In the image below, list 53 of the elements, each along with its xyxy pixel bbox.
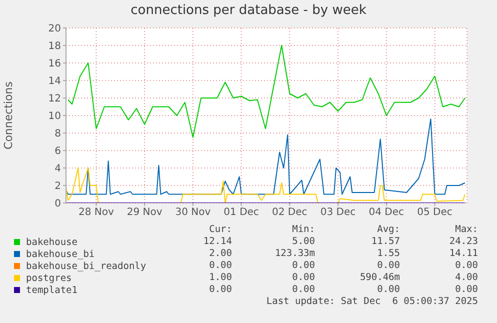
text: Max:: [455, 224, 478, 235]
y-tick-label: 14: [48, 76, 61, 88]
y-tick-label: 8: [54, 128, 61, 140]
chart-title: connections per database - by week: [130, 3, 368, 18]
text: 0.00: [455, 284, 478, 295]
y-tick-label: 16: [48, 58, 61, 70]
legend-label: template1: [26, 284, 78, 296]
x-tick-label: 28 Nov: [78, 207, 114, 218]
text: Last update: Sat Dec 6 05:00:37 2025: [266, 296, 478, 307]
text: 1.00: [209, 272, 232, 283]
text: 2.00: [209, 248, 232, 259]
line-series: [68, 45, 466, 138]
text: 14.11: [449, 248, 478, 259]
text: 0.00: [292, 260, 315, 271]
x-tick-label: 30 Nov: [175, 207, 211, 218]
y-axis-title: Connections: [2, 81, 15, 150]
text: Min:: [292, 224, 315, 235]
x-tick-label: 05 Dec: [417, 207, 452, 218]
y-tick-label: 12: [48, 94, 61, 105]
legend-label: bakehouse_bi_readonly: [26, 260, 146, 272]
text: 11.57: [371, 236, 400, 247]
text: 4.00: [455, 272, 478, 283]
text: Cur:: [209, 224, 232, 235]
y-tick-label: 10: [48, 111, 61, 122]
text: 1.55: [377, 248, 400, 259]
text: 0.00: [377, 260, 400, 271]
text: 0.00: [209, 260, 232, 271]
y-tick-label: 6: [54, 146, 61, 158]
x-tick-label: 02 Dec: [272, 207, 308, 218]
text: 12.14: [203, 236, 232, 247]
text: Avg:: [377, 224, 400, 235]
y-tick-label: 4: [54, 164, 61, 175]
text: 24.23: [449, 236, 478, 247]
x-tick-label: 01 Dec: [224, 207, 259, 218]
text: 0.00: [292, 284, 315, 295]
legend-label: postgres: [26, 272, 72, 284]
x-tick-label: 04 Dec: [368, 207, 404, 218]
text: 5.00: [292, 236, 315, 247]
legend-label: bakehouse_bi: [26, 248, 95, 260]
text: 0.00: [209, 284, 232, 295]
x-tick-label: 03 Dec: [320, 207, 356, 218]
text: 0.00: [377, 284, 400, 295]
line-series: [66, 118, 466, 195]
y-tick-label: 20: [48, 24, 61, 35]
y-tick-label: 0: [54, 198, 61, 210]
text: 0.00: [292, 272, 315, 283]
y-tick-label: 2: [54, 181, 61, 192]
text: 123.33m: [274, 248, 315, 259]
text: 590.46m: [360, 272, 400, 283]
y-tick-label: 18: [48, 41, 61, 52]
x-tick-label: 29 Nov: [126, 207, 162, 218]
legend-label: bakehouse: [26, 236, 78, 248]
text: 0.00: [455, 260, 478, 271]
